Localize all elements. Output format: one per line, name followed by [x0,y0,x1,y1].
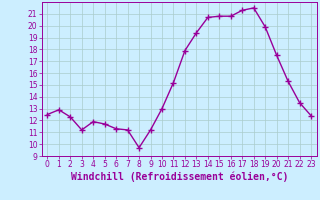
X-axis label: Windchill (Refroidissement éolien,°C): Windchill (Refroidissement éolien,°C) [70,172,288,182]
